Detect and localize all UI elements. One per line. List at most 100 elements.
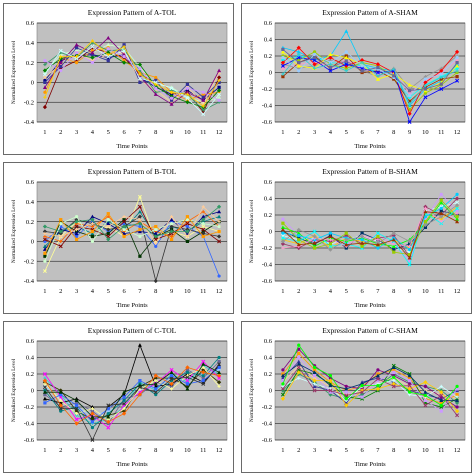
series-9 bbox=[280, 55, 460, 124]
data-point bbox=[360, 383, 364, 388]
data-point bbox=[169, 237, 174, 242]
data-point bbox=[59, 409, 63, 413]
data-point bbox=[281, 217, 285, 221]
data-point bbox=[344, 55, 349, 60]
series-line bbox=[44, 48, 220, 101]
data-point bbox=[169, 96, 174, 100]
data-point bbox=[344, 231, 348, 235]
data-point bbox=[90, 231, 95, 236]
data-point bbox=[375, 70, 380, 75]
data-point bbox=[407, 89, 412, 93]
data-point bbox=[344, 50, 348, 54]
data-point bbox=[154, 75, 158, 80]
data-point bbox=[138, 227, 142, 232]
data-point bbox=[376, 65, 380, 70]
series-line bbox=[282, 210, 458, 251]
data-point bbox=[74, 412, 79, 416]
data-point bbox=[360, 241, 365, 245]
data-point bbox=[106, 219, 111, 224]
data-point bbox=[391, 237, 396, 242]
data-point bbox=[138, 379, 142, 383]
data-point bbox=[138, 80, 142, 84]
x-tick-label: 11 bbox=[438, 288, 444, 295]
data-point bbox=[58, 48, 63, 53]
data-point bbox=[455, 217, 460, 221]
data-point bbox=[122, 218, 126, 222]
data-point bbox=[106, 403, 111, 408]
data-point bbox=[297, 52, 301, 56]
data-point bbox=[312, 52, 317, 56]
data-point bbox=[455, 384, 459, 388]
data-point bbox=[42, 390, 47, 394]
data-point bbox=[392, 368, 396, 372]
data-point bbox=[296, 45, 301, 50]
data-point bbox=[169, 224, 174, 229]
data-point bbox=[297, 347, 301, 351]
data-point bbox=[42, 396, 47, 401]
series-line bbox=[282, 51, 458, 92]
x-tick-label: 4 bbox=[91, 288, 95, 295]
x-tick-label: 5 bbox=[345, 447, 348, 454]
chart-title: Expression Pattern of B-SHAM bbox=[322, 167, 418, 176]
data-point bbox=[439, 384, 443, 388]
data-point bbox=[217, 274, 221, 278]
data-point bbox=[185, 375, 190, 380]
data-point bbox=[296, 245, 301, 251]
data-point bbox=[455, 398, 460, 402]
y-tick-label: 0.4 bbox=[26, 355, 35, 362]
series-line bbox=[44, 206, 220, 247]
data-point bbox=[328, 238, 333, 242]
data-point bbox=[217, 360, 221, 364]
series-line bbox=[44, 206, 220, 245]
y-tick-label: 0.2 bbox=[26, 371, 34, 378]
data-point bbox=[185, 215, 190, 219]
data-point bbox=[344, 59, 348, 63]
x-tick-label: 1 bbox=[43, 288, 46, 295]
x-tick-label: 2 bbox=[297, 129, 300, 136]
data-point bbox=[439, 220, 443, 224]
data-point bbox=[407, 120, 412, 124]
x-tick-label: 7 bbox=[376, 447, 380, 454]
data-point bbox=[169, 86, 174, 91]
data-point bbox=[58, 390, 63, 394]
x-tick-label: 3 bbox=[313, 288, 316, 295]
y-tick-label: -0.6 bbox=[262, 278, 273, 285]
data-point bbox=[90, 239, 95, 243]
data-point bbox=[375, 376, 380, 381]
data-point bbox=[90, 409, 95, 413]
data-point bbox=[43, 384, 47, 388]
data-point bbox=[74, 55, 79, 59]
data-point bbox=[201, 214, 206, 219]
data-point bbox=[455, 413, 460, 418]
y-tick-label: -0.2 bbox=[262, 404, 272, 411]
data-point bbox=[297, 61, 301, 65]
data-point bbox=[74, 237, 79, 242]
data-point bbox=[137, 204, 142, 209]
data-point bbox=[43, 401, 47, 405]
data-point bbox=[43, 90, 47, 94]
data-point bbox=[138, 72, 142, 77]
data-point bbox=[360, 69, 364, 73]
data-point bbox=[90, 221, 95, 226]
data-point bbox=[455, 395, 459, 399]
data-point bbox=[59, 55, 63, 59]
data-point bbox=[391, 231, 396, 236]
data-point bbox=[407, 383, 412, 388]
data-point bbox=[185, 82, 190, 86]
data-point bbox=[312, 384, 317, 388]
data-point bbox=[43, 234, 47, 239]
data-point bbox=[296, 362, 301, 366]
data-point bbox=[90, 438, 95, 442]
y-tick-label: -0.2 bbox=[262, 245, 272, 252]
data-point bbox=[122, 55, 126, 59]
data-point bbox=[90, 234, 95, 239]
y-tick-label: 0 bbox=[31, 239, 34, 246]
y-tick-label: 0.2 bbox=[26, 60, 34, 67]
data-point bbox=[59, 234, 63, 239]
data-point bbox=[392, 248, 396, 252]
data-point bbox=[296, 370, 301, 375]
data-point bbox=[43, 254, 47, 258]
data-point bbox=[74, 224, 79, 229]
data-point bbox=[153, 231, 158, 236]
data-point bbox=[42, 105, 48, 110]
